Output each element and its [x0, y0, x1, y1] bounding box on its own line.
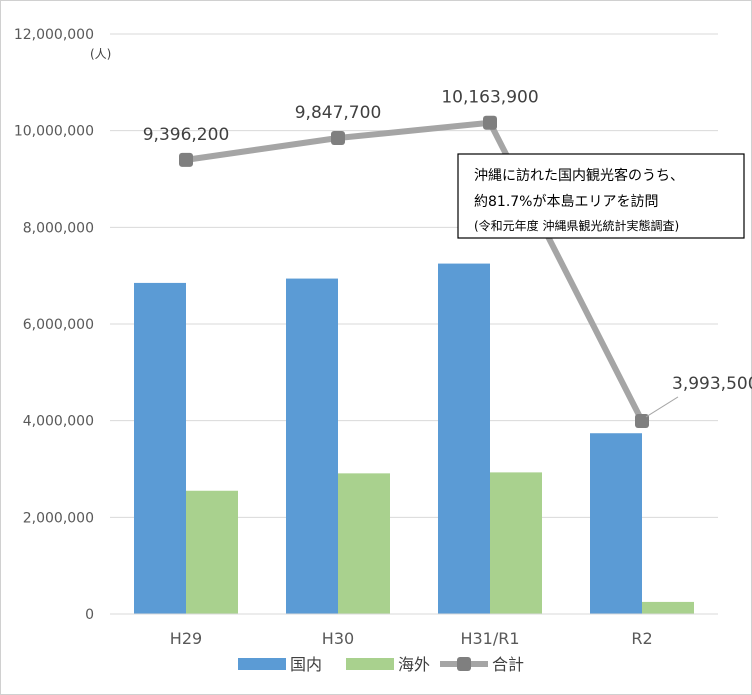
y-tick-label: 6,000,000 [23, 317, 94, 333]
bar-overseas [490, 472, 542, 614]
annotation-border [457, 153, 745, 239]
y-tick-label: 8,000,000 [23, 220, 94, 236]
bars [134, 263, 694, 614]
annotation-line-1: 沖縄に訪れた国内観光客のうち、 [474, 167, 684, 184]
legend-swatch-domestic [238, 658, 286, 670]
leader-line [645, 396, 679, 418]
y-tick-label: 4,000,000 [23, 414, 94, 430]
x-tick-label: H29 [170, 629, 202, 648]
bar-overseas [642, 601, 694, 614]
total-point [331, 131, 345, 146]
data-labels: 9,396,200 9,847,700 10,163,900 3,993,500 [143, 88, 752, 394]
legend: 国内 海外 合計 [238, 655, 524, 674]
total-line [185, 119, 645, 423]
y-tick-label: 0 [85, 607, 94, 623]
total-line-series [179, 115, 649, 428]
bar-domestic [286, 278, 338, 614]
total-point [483, 115, 497, 130]
legend-label-domestic: 国内 [290, 655, 322, 674]
total-point [179, 152, 193, 167]
x-tick-label: H31/R1 [460, 629, 519, 648]
legend-label-total: 合計 [492, 655, 524, 674]
y-tick-label: 2,000,000 [23, 510, 94, 526]
y-tick-label: 10,000,000 [14, 124, 94, 140]
total-data-label: 9,847,700 [295, 103, 382, 123]
leader-lines [645, 396, 679, 418]
total-data-label: 9,396,200 [143, 125, 230, 145]
x-tick-label: R2 [631, 629, 652, 648]
x-axis-ticks: H29 H30 H31/R1 R2 [170, 629, 653, 648]
bar-overseas [338, 473, 390, 614]
total-data-label: 3,993,500 [672, 374, 752, 394]
total-data-label: 10,163,900 [441, 88, 538, 108]
legend-swatch-overseas [346, 658, 394, 670]
y-axis-ticks: 0 2,000,000 4,000,000 6,000,000 8,000,000 10,… [14, 27, 94, 623]
bar-domestic [134, 282, 186, 614]
total-point [635, 413, 649, 428]
y-tick-label: 12,000,000 [14, 27, 94, 43]
legend-label-overseas: 海外 [398, 655, 430, 674]
bar-domestic [438, 263, 490, 614]
annotation-line-3: (令和元年度 沖縄県観光統計実態調査) [474, 218, 679, 233]
legend-swatch-total-marker [457, 657, 471, 671]
annotation-box: 沖縄に訪れた国内観光客のうち、 約81.7%が本島エリアを訪問 (令和元年度 沖… [457, 153, 745, 239]
x-tick-label: H30 [322, 629, 354, 648]
annotation-line-2: 約81.7%が本島エリアを訪問 [474, 194, 658, 210]
unit-label: (人) [90, 47, 111, 61]
bar-domestic [590, 433, 642, 614]
bar-overseas [186, 490, 238, 614]
